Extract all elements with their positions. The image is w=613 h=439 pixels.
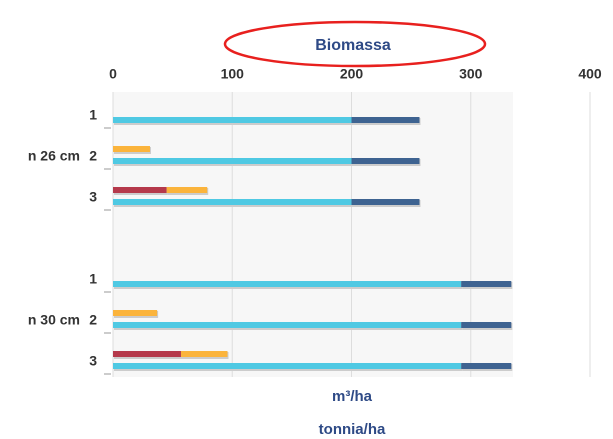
y-tick-label: 1 <box>89 107 97 123</box>
bar <box>113 117 352 123</box>
bar <box>113 351 181 357</box>
chart-title: Biomassa <box>315 37 391 54</box>
y-tick-label: 2 <box>89 148 97 164</box>
group-label: n 30 cm <box>28 312 80 328</box>
y-tick-label: 1 <box>89 271 97 287</box>
highlight-ellipse <box>223 20 487 68</box>
x-tick-label: 300 <box>459 66 483 82</box>
bar <box>113 322 462 328</box>
bar <box>113 187 167 193</box>
x-tick-label: 100 <box>221 66 245 82</box>
x-tick-label: 0 <box>109 66 117 82</box>
group-label: n 26 cm <box>28 148 80 164</box>
x-tick-label: 200 <box>340 66 364 82</box>
bar <box>351 158 420 164</box>
y-tick-label: 3 <box>89 353 97 369</box>
x-axis-title: m³/ha <box>332 388 373 405</box>
bar <box>113 158 352 164</box>
x-tick-label: 400 <box>578 66 602 82</box>
bar <box>461 322 512 328</box>
plot-background <box>113 92 513 377</box>
bar <box>351 199 420 205</box>
y-tick-label: 3 <box>89 189 97 205</box>
bar <box>180 351 228 357</box>
bar <box>113 146 150 152</box>
bar <box>461 363 512 369</box>
y-tick-label: 2 <box>89 312 97 328</box>
bar <box>113 199 352 205</box>
bar <box>166 187 208 193</box>
bar <box>113 310 158 316</box>
x-axis-title-2: tonnia/ha <box>319 421 386 438</box>
bar <box>113 281 462 287</box>
bar <box>113 363 462 369</box>
bar <box>461 281 512 287</box>
bar <box>351 117 420 123</box>
